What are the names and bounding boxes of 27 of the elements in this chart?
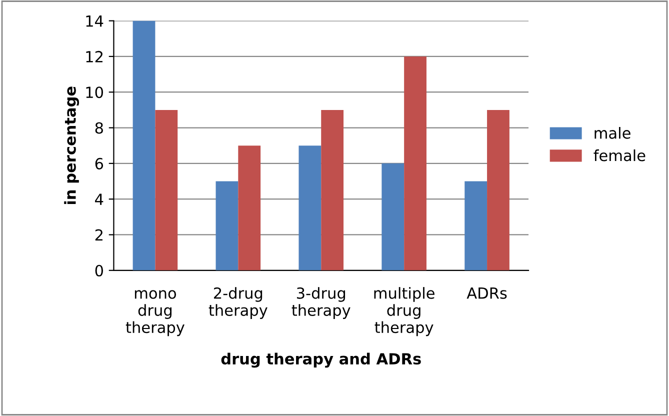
bar	[155, 110, 178, 270]
y-tick-label: 4	[95, 194, 104, 205]
bar	[298, 146, 322, 270]
bar	[321, 110, 344, 270]
y-tick-label: 12	[86, 50, 102, 62]
x-tick-label: 2-drug therapy	[208, 287, 268, 319]
legend-label: female	[594, 149, 646, 162]
bar	[487, 110, 510, 270]
bar	[464, 181, 488, 270]
bar	[238, 146, 261, 270]
x-tick-label: 3-drug therapy	[292, 287, 350, 319]
x-tick-label: multiple drug therapy	[374, 287, 434, 336]
y-tick-label: 8	[95, 122, 103, 134]
x-axis-title: drug therapy and ADRs	[221, 352, 421, 368]
y-tick-label: 2	[95, 229, 102, 241]
y-tick-label: 0	[95, 264, 103, 276]
y-tick-label: 6	[95, 158, 104, 170]
legend-label: male	[594, 126, 630, 139]
y-tick-label: 10	[86, 86, 103, 98]
x-tick-label: mono drug therapy	[126, 290, 184, 336]
x-tick-label: ADRs	[466, 288, 507, 299]
bar	[216, 181, 238, 270]
bar	[404, 56, 426, 270]
bar	[382, 163, 404, 270]
y-axis-title: in percentage	[64, 86, 80, 204]
y-tick-label: 14	[86, 15, 104, 27]
bar	[132, 20, 156, 270]
